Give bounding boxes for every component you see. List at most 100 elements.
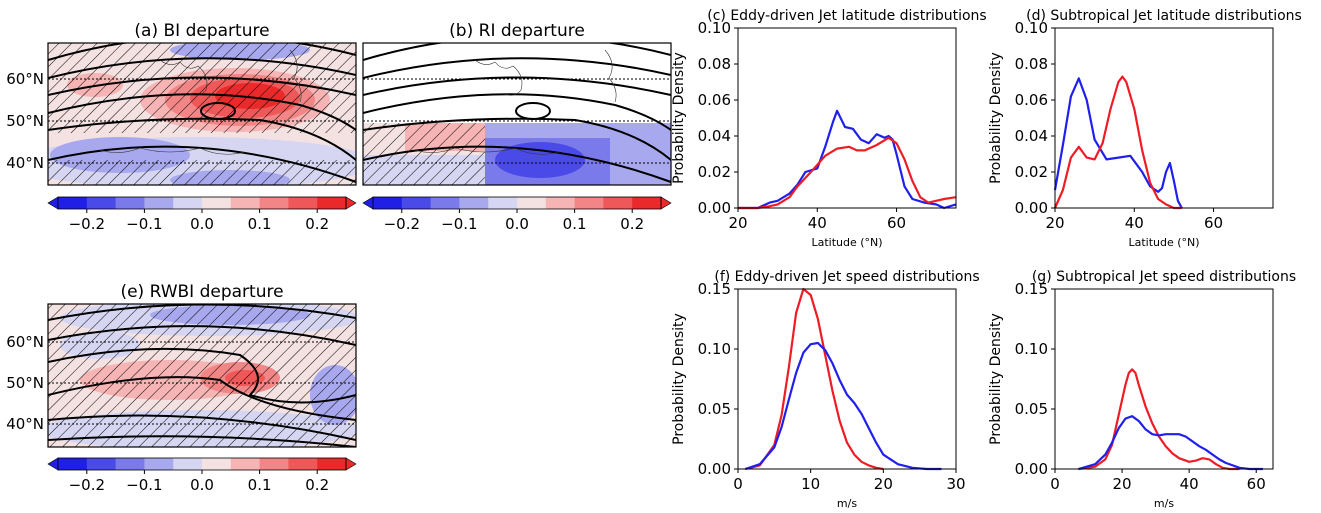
colorbar-tick-label: 0.1: [563, 215, 587, 233]
x-tick-label: 60: [1247, 475, 1266, 493]
map-a-hatch-south: [48, 160, 356, 185]
colorbar-tick-label: 0.2: [305, 215, 329, 233]
colorbar-swatch: [202, 458, 232, 470]
series-line-blue: [738, 109, 957, 210]
colorbar-swatch: [545, 197, 576, 209]
colorbar-tick-label: −0.1: [126, 476, 162, 494]
colorbar-swatch: [230, 458, 261, 470]
colorbar-swatch: [86, 458, 117, 470]
map-panel-e: (e) RWBI departure: [6, 282, 357, 494]
map-b-gridlines: [363, 78, 671, 164]
map-e-lat-40: 40°N: [6, 415, 44, 433]
colorbar-swatch: [58, 197, 88, 209]
map-e-lat-60: 60°N: [6, 333, 44, 351]
chart-d: (d) Subtropical Jet latitude distributio…: [988, 8, 1302, 249]
y-tick-label: 0.02: [1015, 163, 1048, 181]
y-tick-label: 0.10: [698, 340, 731, 358]
map-e-frame: [47, 303, 357, 448]
colorbar-swatch: [430, 197, 460, 209]
y-tick-label: 0.08: [1015, 55, 1048, 73]
x-tick-label: 20: [1113, 475, 1132, 493]
y-tick-label: 0.15: [1015, 280, 1048, 298]
x-tick-label: 40: [1125, 214, 1144, 232]
chart-title: (d) Subtropical Jet latitude distributio…: [1026, 8, 1302, 24]
chart-title: (f) Eddy-driven Jet speed distributions: [714, 269, 979, 285]
colorbar-swatch: [115, 197, 145, 209]
colorbar-swatch: [173, 197, 203, 209]
x-tick-label: 20: [874, 475, 893, 493]
colorbar-swatch: [488, 197, 518, 209]
y-tick-label: 0.05: [1015, 400, 1048, 418]
chart-f: (f) Eddy-driven Jet speed distributions0…: [671, 269, 980, 510]
y-tick-label: 0.04: [1015, 127, 1048, 145]
colorbar-extend-high: [345, 196, 357, 210]
colorbar-swatch: [317, 197, 347, 209]
colorbar-swatch: [288, 458, 318, 470]
map-e-gridlines: [48, 341, 356, 425]
colorbar-extend-low: [362, 196, 374, 210]
y-tick-label: 0.00: [698, 460, 731, 478]
map-panel-b: (b) RI departure: [362, 21, 672, 233]
colorbar-swatch: [288, 197, 318, 209]
y-tick-label: 0.00: [1015, 199, 1048, 217]
colorbar-b: −0.2 −0.1 0.0 0.1 0.2: [362, 196, 672, 233]
plot-frame: [737, 288, 957, 470]
x-tick-label: 40: [808, 214, 827, 232]
y-axis-label: Probability Density: [988, 313, 1004, 445]
map-a-lat-40: 40°N: [6, 154, 44, 172]
y-tick-label: 0.00: [1015, 460, 1048, 478]
x-tick-label: 60: [887, 214, 906, 232]
colorbar-swatch: [603, 197, 633, 209]
colorbar-tick-label: 0.1: [248, 215, 272, 233]
colorbar-extend-high: [345, 457, 357, 471]
y-axis-label: Probability Density: [671, 52, 687, 184]
colorbar-extend-high: [660, 196, 672, 210]
y-axis-label: Probability Density: [988, 52, 1004, 184]
y-tick-label: 0.00: [698, 199, 731, 217]
colorbar-swatch: [632, 197, 662, 209]
plot-frame: [1054, 27, 1274, 209]
colorbar-swatch: [259, 458, 289, 470]
colorbar-tick-label: 0.1: [248, 476, 272, 494]
series-line-red: [738, 136, 957, 210]
map-a-lat-60: 60°N: [6, 70, 44, 88]
y-tick-label: 0.06: [1015, 91, 1048, 109]
y-tick-label: 0.02: [698, 163, 731, 181]
colorbar-extend-low: [47, 196, 59, 210]
plot-frame: [1054, 288, 1274, 470]
chart-title: (g) Subtropical Jet speed distributions: [1032, 269, 1296, 285]
colorbar-e: −0.2 −0.1 0.0 0.1 0.2: [47, 457, 357, 494]
x-tick-label: 20: [1045, 214, 1064, 232]
x-tick-label: 60: [1204, 214, 1223, 232]
x-tick-label: 10: [801, 475, 820, 493]
y-tick-label: 0.06: [698, 91, 731, 109]
map-title-a: (a) BI departure: [134, 21, 269, 41]
colorbar-tick-label: −0.1: [441, 215, 477, 233]
map-title-e: (e) RWBI departure: [120, 282, 283, 302]
x-axis-label: m/s: [1154, 497, 1174, 510]
colorbar-swatch: [517, 197, 547, 209]
y-tick-label: 0.08: [698, 55, 731, 73]
series-line-red: [1078, 368, 1240, 471]
colorbar-swatch: [86, 197, 117, 209]
map-b-coastlines: [414, 49, 617, 155]
map-e-lat-50: 50°N: [6, 374, 44, 392]
colorbar-swatch: [459, 197, 489, 209]
map-a-contours: [48, 43, 356, 183]
y-tick-label: 0.10: [1015, 340, 1048, 358]
colorbar-tick-label: 0.2: [305, 476, 329, 494]
colorbar-tick-label: 0.0: [190, 476, 214, 494]
colorbar-tick-label: 0.0: [505, 215, 529, 233]
x-axis-label: Latitude (°N): [1128, 236, 1199, 249]
y-tick-label: 0.05: [698, 400, 731, 418]
map-b-blue-east: [610, 123, 671, 185]
line-charts: (c) Eddy-driven Jet latitude distributio…: [671, 8, 1302, 510]
x-tick-label: 20: [728, 214, 747, 232]
y-tick-label: 0.15: [698, 280, 731, 298]
map-a-coastlines: [99, 49, 302, 155]
y-axis-label: Probability Density: [671, 313, 687, 445]
map-a-gridlines: [48, 78, 356, 164]
x-axis-label: Latitude (°N): [811, 236, 882, 249]
colorbar-extend-low: [47, 457, 59, 471]
